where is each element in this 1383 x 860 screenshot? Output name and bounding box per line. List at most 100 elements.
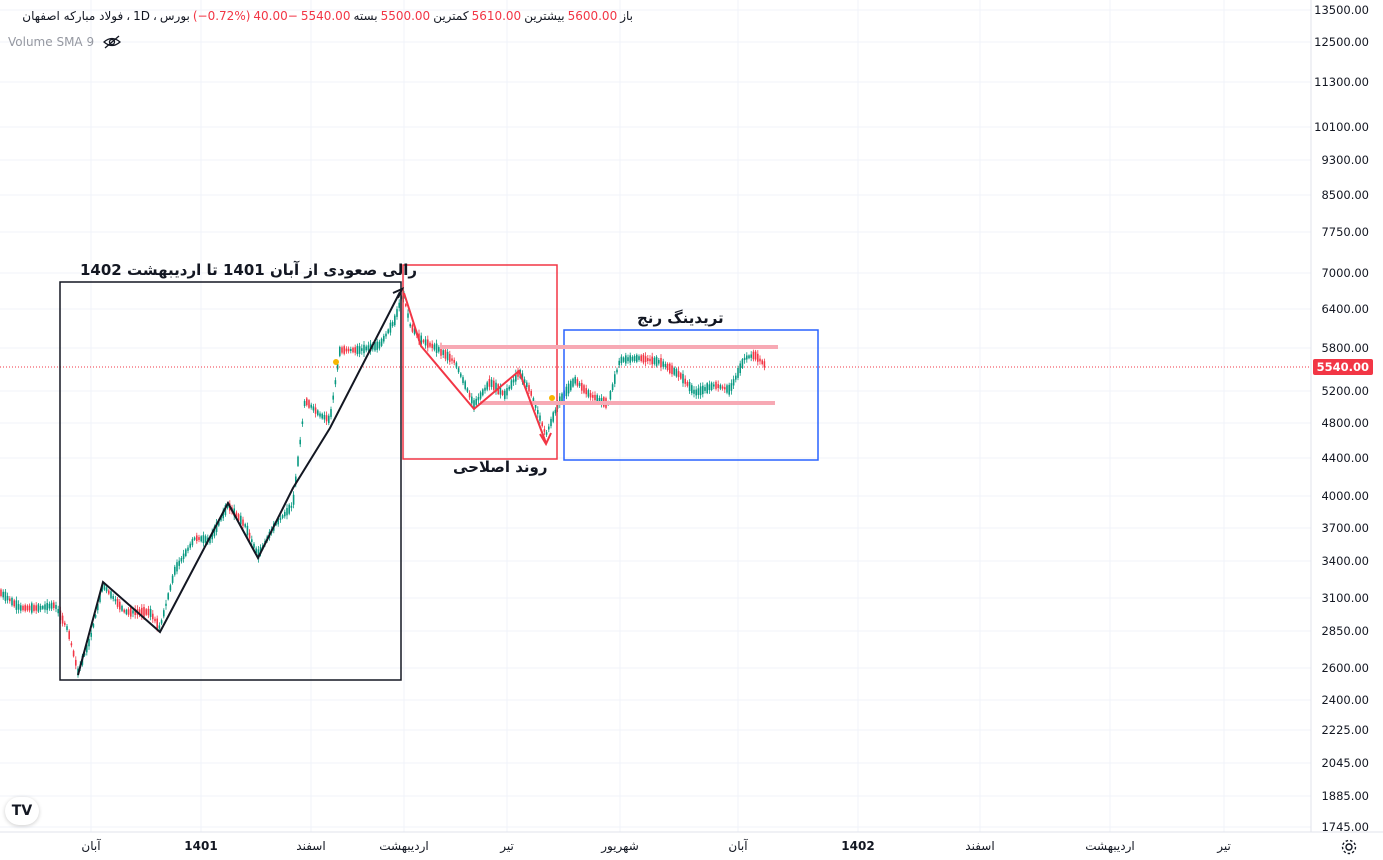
candle-body (759, 358, 761, 362)
change-value: −40.00 (253, 9, 298, 23)
candle-body (506, 388, 508, 396)
candle-body (649, 358, 651, 362)
candle-body (242, 519, 244, 526)
candle-body (378, 341, 381, 349)
candle-body (534, 403, 537, 408)
candle-body (330, 409, 332, 417)
candle-body (413, 328, 416, 335)
candle-body (444, 350, 447, 359)
exchange-label[interactable]: بورس (159, 9, 190, 23)
gear-icon[interactable] (1340, 838, 1358, 856)
candle-body (292, 494, 295, 505)
candle-body (532, 398, 535, 402)
candle-body (130, 607, 132, 617)
candle-body (328, 415, 330, 424)
candle-body (53, 602, 55, 609)
candle-body (567, 383, 570, 394)
symbol-name[interactable]: فولاد مبارکه اصفهان (22, 9, 124, 23)
candle-body (647, 358, 649, 362)
candle-body (61, 615, 64, 624)
candle-body (666, 363, 669, 371)
price-axis-label: 3700.00 (1321, 521, 1369, 535)
candle-body (334, 380, 337, 385)
legend-separator: ، (153, 9, 157, 23)
candle-body (90, 633, 92, 637)
candle-body (523, 379, 526, 383)
candle-body (86, 644, 88, 653)
candle-body (398, 302, 400, 308)
candle-body (688, 381, 691, 392)
candle-body (653, 357, 656, 364)
candle-body (20, 605, 22, 611)
candle-body (286, 507, 288, 516)
current-price-badge: 5540.00 (1312, 359, 1373, 375)
candle-body (123, 609, 125, 613)
price-axis-label: 2400.00 (1321, 693, 1369, 707)
candle-body (246, 525, 249, 536)
candle-body (2, 591, 4, 598)
change-percent: (−0.72%) (192, 9, 251, 23)
candle-body (6, 595, 9, 601)
candle-body (251, 539, 253, 543)
range-box (563, 329, 819, 461)
candle-body (211, 532, 213, 540)
candle-body (31, 603, 33, 613)
candle-body (174, 566, 176, 575)
range-annotation[interactable]: تریدینگ رنج (637, 309, 724, 327)
candle-body (486, 382, 488, 390)
rally-annotation[interactable]: رالی صعودی از آبان 1401 تا اردیبهشت 1402 (80, 261, 417, 279)
candle-body (490, 379, 493, 388)
candle-body (191, 539, 194, 546)
candle-body (750, 354, 752, 358)
time-axis-label: اسفند (296, 839, 326, 853)
candle-body (442, 350, 444, 355)
candle-body (715, 381, 717, 389)
candle-body (209, 537, 211, 543)
candle-body (0, 589, 2, 597)
candle-body (691, 385, 693, 394)
candle-body (462, 377, 464, 384)
candle-body (110, 591, 112, 599)
candle-body (28, 605, 31, 611)
eye-hidden-icon[interactable] (103, 35, 122, 49)
tradingview-logo[interactable]: TV (5, 797, 39, 825)
candle-body (345, 348, 348, 352)
candle-body (737, 367, 739, 378)
candle-body (614, 374, 616, 384)
candle-body (732, 379, 735, 386)
candle-body (116, 598, 119, 607)
candle-body (609, 391, 612, 400)
candle-body (552, 412, 554, 422)
candle-body (347, 348, 350, 352)
volume-indicator-label[interactable]: Volume SMA 9 (8, 35, 95, 49)
candle-body (121, 605, 123, 611)
candle-body (482, 389, 484, 396)
price-axis-label: 2045.00 (1321, 756, 1369, 770)
candle-body (548, 426, 550, 430)
candle-body (37, 604, 40, 612)
candle-body (570, 380, 572, 391)
candle-body (616, 369, 618, 373)
open-label: باز (620, 9, 633, 23)
candle-body (420, 335, 422, 345)
candle-body (363, 344, 365, 354)
price-axis-label: 13500.00 (1314, 3, 1369, 17)
candle-body (669, 363, 671, 374)
candle-body (396, 309, 398, 317)
candle-body (488, 379, 491, 387)
candle-body (457, 368, 460, 373)
candle-body (515, 373, 517, 382)
candle-body (145, 609, 147, 615)
interval-label[interactable]: 1D (133, 9, 150, 23)
candle-body (385, 333, 387, 337)
volume-indicator-legend[interactable]: Volume SMA 9 (8, 34, 122, 50)
candle-body (726, 385, 728, 393)
candle-body (83, 653, 86, 656)
candle-body (508, 386, 510, 390)
candle-body (314, 407, 317, 414)
candle-body (281, 515, 284, 518)
candle-body (537, 410, 539, 414)
correction-annotation[interactable]: روند اصلاحی (453, 458, 548, 476)
candle-body (295, 476, 297, 485)
